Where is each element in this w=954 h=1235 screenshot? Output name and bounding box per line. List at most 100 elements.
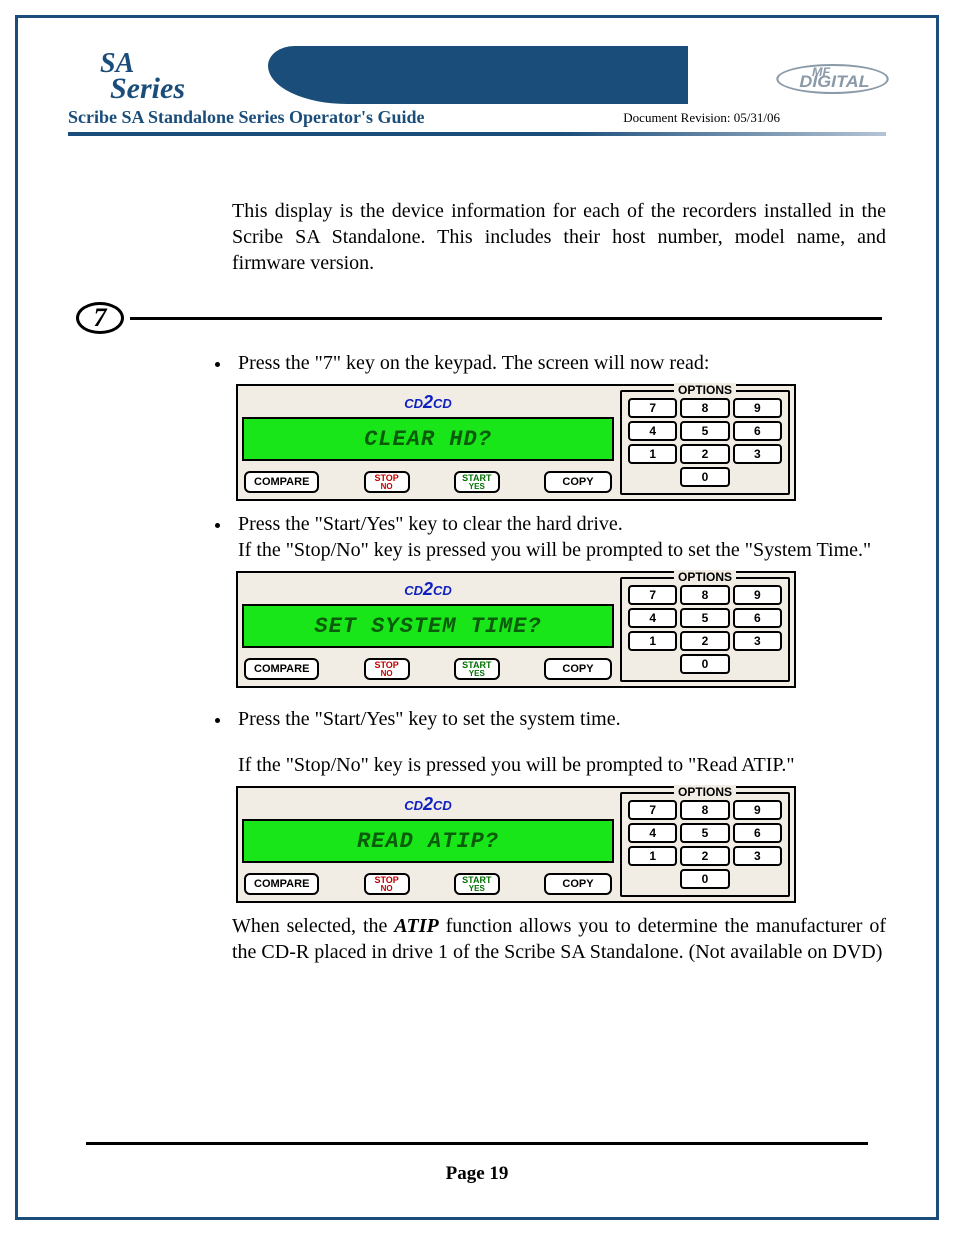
yes-label: YES [460, 670, 494, 678]
yes-label: YES [460, 483, 494, 491]
atip-bold: ATIP [394, 915, 438, 937]
key-8[interactable]: 8 [680, 585, 729, 605]
document-title: Scribe SA Standalone Series Operator's G… [68, 107, 425, 128]
lcd-panel-set-time: CD2CD SET SYSTEM TIME? COMPARE STOPNO ST… [236, 571, 796, 688]
lcd-screen: SET SYSTEM TIME? [242, 604, 614, 648]
options-label: OPTIONS [674, 383, 736, 397]
key-4[interactable]: 4 [628, 823, 677, 843]
header-curve-graphic [268, 46, 688, 104]
key-1[interactable]: 1 [628, 846, 677, 866]
keypad-grid: 7 8 9 4 5 6 1 2 3 0 [628, 585, 782, 674]
key-2[interactable]: 2 [680, 631, 729, 651]
page-border: SA Series MF DIGITAL Scribe SA Standalon… [15, 15, 939, 1220]
options-keypad: OPTIONS 7 8 9 4 5 6 1 2 3 0 [620, 577, 790, 682]
stop-no-button[interactable]: STOPNO [364, 658, 410, 680]
compare-button[interactable]: COMPARE [244, 471, 319, 493]
copy-button[interactable]: COPY [544, 658, 612, 680]
page-number: Page 19 [18, 1163, 936, 1185]
instruction-text: If the "Stop/No" key is pressed you will… [238, 539, 871, 561]
key-3[interactable]: 3 [733, 444, 782, 464]
key-5[interactable]: 5 [680, 608, 729, 628]
start-yes-button[interactable]: STARTYES [454, 658, 500, 680]
keypad-grid: 7 8 9 4 5 6 1 2 3 0 [628, 800, 782, 889]
no-label: NO [370, 885, 404, 893]
content-area: This display is the device information f… [68, 150, 886, 965]
key-6[interactable]: 6 [733, 421, 782, 441]
key-4[interactable]: 4 [628, 608, 677, 628]
compare-button[interactable]: COMPARE [244, 658, 319, 680]
key-7[interactable]: 7 [628, 585, 677, 605]
options-keypad: OPTIONS 7 8 9 4 5 6 1 2 3 0 [620, 390, 790, 495]
stop-no-button[interactable]: STOPNO [364, 471, 410, 493]
yes-label: YES [460, 885, 494, 893]
brand-cd-left: CD [404, 798, 423, 813]
keypad-grid: 7 8 9 4 5 6 1 2 3 0 [628, 398, 782, 487]
lcd-brand-label: CD2CD [242, 792, 614, 815]
header-rule [68, 132, 886, 136]
lcd-panel-read-atip: CD2CD READ ATIP? COMPARE STOPNO STARTYES… [236, 786, 796, 903]
key-7[interactable]: 7 [628, 398, 677, 418]
instruction-text: Press the "Start/Yes" key to clear the h… [238, 513, 623, 535]
step-divider-line [130, 317, 882, 320]
instruction-text: Press the "Start/Yes" key to set the sys… [238, 708, 621, 730]
no-label: NO [370, 670, 404, 678]
brand-cd-left: CD [404, 396, 423, 411]
start-yes-button[interactable]: STARTYES [454, 471, 500, 493]
key-0[interactable]: 0 [680, 467, 729, 487]
instruction-list: Press the "7" key on the keypad. The scr… [232, 350, 886, 376]
stop-no-button[interactable]: STOPNO [364, 873, 410, 895]
copy-button[interactable]: COPY [544, 873, 612, 895]
brand-2: 2 [423, 392, 433, 412]
instruction-item: Press the "Start/Yes" key to set the sys… [232, 706, 886, 778]
logo-bottom: Series [110, 76, 185, 102]
instruction-list: Press the "Start/Yes" key to clear the h… [232, 511, 886, 563]
options-keypad: OPTIONS 7 8 9 4 5 6 1 2 3 0 [620, 792, 790, 897]
key-4[interactable]: 4 [628, 421, 677, 441]
key-9[interactable]: 9 [733, 585, 782, 605]
brand-2: 2 [423, 794, 433, 814]
atip-paragraph: When selected, the ATIP function allows … [232, 913, 886, 965]
lcd-panel-clear-hd: CD2CD CLEAR HD? COMPARE STOPNO STARTYES … [236, 384, 796, 501]
brand-cd-right: CD [433, 583, 452, 598]
brand-cd-left: CD [404, 583, 423, 598]
instruction-item: Press the "Start/Yes" key to clear the h… [232, 511, 886, 563]
atip-text-pre: When selected, the [232, 915, 394, 937]
key-5[interactable]: 5 [680, 421, 729, 441]
key-3[interactable]: 3 [733, 631, 782, 651]
key-6[interactable]: 6 [733, 608, 782, 628]
mf-digital-logo: MF DIGITAL [777, 64, 889, 94]
no-label: NO [370, 483, 404, 491]
instruction-text: Press the "7" key on the keypad. The scr… [238, 352, 709, 374]
key-2[interactable]: 2 [680, 444, 729, 464]
lcd-left-section: CD2CD CLEAR HD? COMPARE STOPNO STARTYES … [242, 390, 614, 495]
key-1[interactable]: 1 [628, 631, 677, 651]
key-8[interactable]: 8 [680, 398, 729, 418]
key-1[interactable]: 1 [628, 444, 677, 464]
copy-button[interactable]: COPY [544, 471, 612, 493]
key-9[interactable]: 9 [733, 800, 782, 820]
key-7[interactable]: 7 [628, 800, 677, 820]
key-5[interactable]: 5 [680, 823, 729, 843]
lcd-left-section: CD2CD SET SYSTEM TIME? COMPARE STOPNO ST… [242, 577, 614, 682]
key-0[interactable]: 0 [680, 654, 729, 674]
page-header: SA Series MF DIGITAL Scribe SA Standalon… [68, 46, 886, 146]
sa-series-logo: SA Series [100, 52, 185, 101]
mf-logo-bottom: DIGITAL [800, 72, 870, 91]
key-2[interactable]: 2 [680, 846, 729, 866]
brand-cd-right: CD [433, 396, 452, 411]
key-9[interactable]: 9 [733, 398, 782, 418]
start-yes-button[interactable]: STARTYES [454, 873, 500, 895]
options-label: OPTIONS [674, 785, 736, 799]
lcd-screen: READ ATIP? [242, 819, 614, 863]
compare-button[interactable]: COMPARE [244, 873, 319, 895]
instruction-item: Press the "7" key on the keypad. The scr… [232, 350, 886, 376]
key-3[interactable]: 3 [733, 846, 782, 866]
instruction-list: Press the "Start/Yes" key to set the sys… [232, 706, 886, 778]
step-7-header: 7 [56, 300, 886, 340]
lcd-button-row: COMPARE STOPNO STARTYES COPY [242, 652, 614, 682]
key-8[interactable]: 8 [680, 800, 729, 820]
lcd-brand-label: CD2CD [242, 577, 614, 600]
key-0[interactable]: 0 [680, 869, 729, 889]
key-6[interactable]: 6 [733, 823, 782, 843]
document-revision: Document Revision: 05/31/06 [623, 110, 780, 126]
